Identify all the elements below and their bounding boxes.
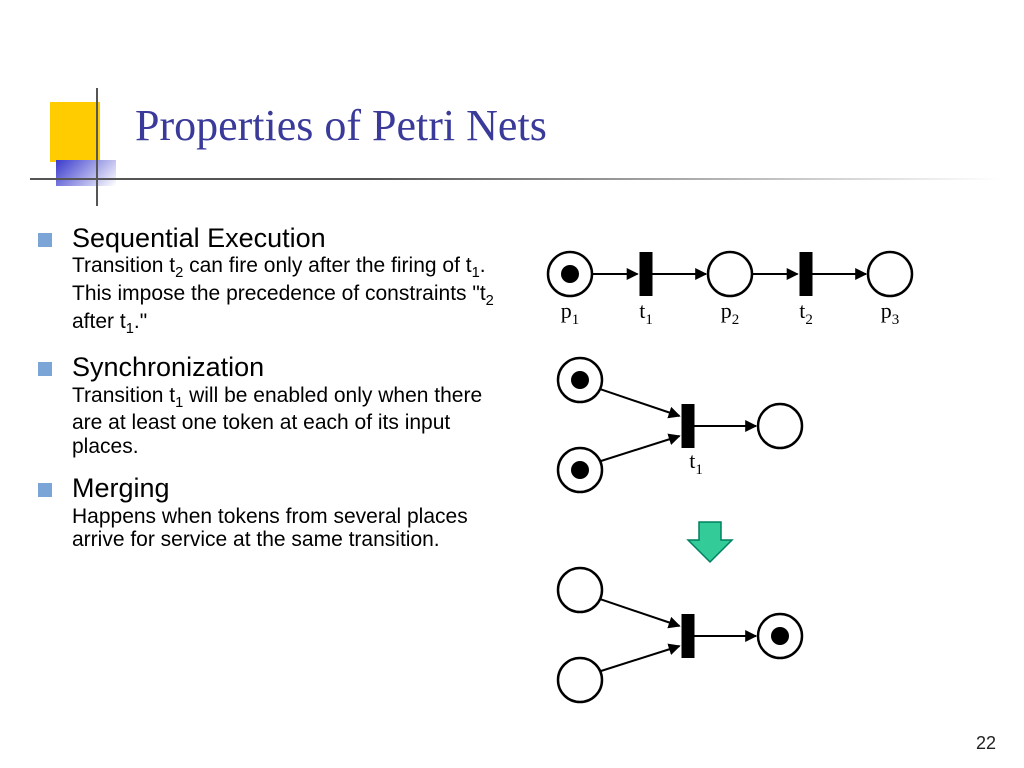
bullet-heading: Sequential Execution [72,222,518,254]
page-number: 22 [976,733,996,754]
bullet-list: Sequential ExecutionTransition t2 can fi… [38,222,518,566]
bullet-heading: Synchronization [72,351,518,383]
bullet-description: Transition t1 will be enabled only when … [72,384,518,459]
bullet-description: Transition t2 can fire only after the fi… [72,254,518,337]
svg-text:t1: t1 [639,298,653,328]
bullet-heading: Merging [72,472,518,504]
header-underline [30,178,1000,180]
petri-diagrams: p1 p2 p3 t1 t2 t1 [540,240,1000,760]
header-accent-gradient [56,160,116,186]
bullet-square-icon [38,362,52,376]
svg-text:t1: t1 [689,448,703,478]
header-accent-yellow [50,102,100,162]
svg-text:p1: p1 [561,298,580,328]
svg-text:p2: p2 [721,298,740,328]
bullet-square-icon [38,483,52,497]
header-vertical-rule [96,88,98,206]
svg-text:p3: p3 [881,298,900,328]
bullet-item: MergingHappens when tokens from several … [38,472,518,551]
bullet-item: SynchronizationTransition t1 will be ena… [38,351,518,458]
bullet-item: Sequential ExecutionTransition t2 can fi… [38,222,518,337]
bullet-square-icon [38,233,52,247]
slide-title: Properties of Petri Nets [135,100,547,151]
svg-text:t2: t2 [799,298,813,328]
bullet-description: Happens when tokens from several places … [72,505,518,552]
